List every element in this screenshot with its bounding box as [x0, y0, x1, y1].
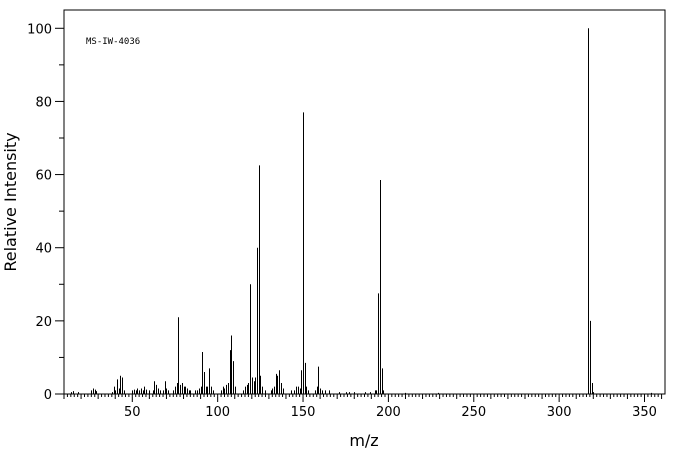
- y-tick-label: 60: [35, 169, 52, 184]
- y-axis-ticks: 0 20 40 60 80 100: [27, 22, 64, 403]
- x-minor-ticks: [63, 394, 663, 399]
- y-tick-label: 40: [35, 242, 52, 257]
- y-axis-label: Relative Intensity: [1, 132, 20, 271]
- spectrum-id-label: MS-IW-4036: [86, 37, 140, 47]
- x-tick-label: 200: [376, 405, 401, 420]
- x-axis-ticks: 50 100 150 200 250 300 350: [124, 394, 657, 420]
- x-axis-label: m/z: [349, 431, 378, 450]
- y-tick-label: 100: [27, 22, 52, 37]
- y-tick-label: 80: [35, 95, 52, 110]
- x-tick-label: 300: [547, 405, 572, 420]
- spectrum-peaks: [71, 28, 652, 394]
- y-tick-label: 0: [44, 388, 52, 403]
- x-tick-label: 350: [632, 405, 657, 420]
- y-tick-label: 20: [35, 315, 52, 330]
- x-tick-label: 100: [205, 405, 230, 420]
- y-minor-ticks: [59, 64, 64, 358]
- x-tick-label: 50: [124, 405, 141, 420]
- x-tick-label: 250: [461, 405, 486, 420]
- x-tick-label: 150: [291, 405, 316, 420]
- plot-frame: [63, 9, 666, 395]
